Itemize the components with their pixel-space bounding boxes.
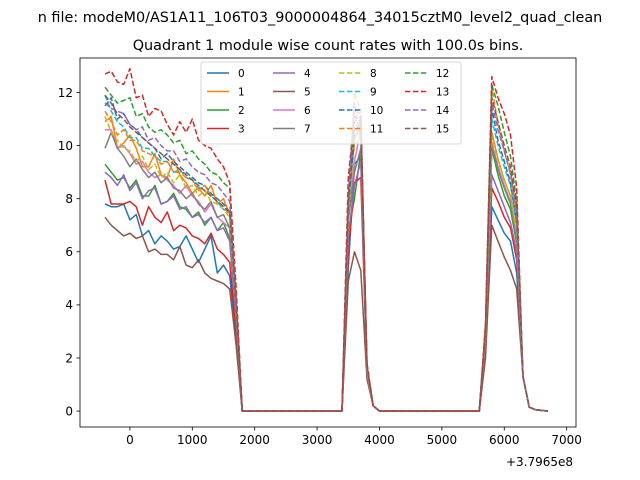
- series-line-13: [104, 67, 548, 412]
- y-tick-label: 12: [58, 86, 73, 100]
- legend-label-0: 0: [238, 68, 245, 80]
- x-tick-label: 7000: [551, 433, 582, 447]
- y-tick-label: 10: [58, 139, 73, 153]
- series-line-7: [104, 131, 548, 412]
- legend-label-4: 4: [304, 68, 311, 80]
- axes-title: Quadrant 1 module wise count rates with …: [133, 38, 524, 54]
- legend-label-8: 8: [370, 68, 377, 80]
- x-tick-label: 1000: [177, 433, 208, 447]
- legend-label-15: 15: [436, 124, 449, 136]
- legend-label-5: 5: [304, 87, 311, 99]
- legend-label-11: 11: [370, 124, 383, 136]
- series-line-3: [104, 176, 548, 412]
- legend-label-12: 12: [436, 68, 449, 80]
- x-tick-label: 3000: [302, 433, 333, 447]
- y-tick-label: 0: [65, 404, 73, 418]
- y-tick-label: 8: [65, 192, 73, 206]
- series-line-4: [104, 160, 548, 412]
- legend-label-6: 6: [304, 105, 311, 117]
- legend-label-7: 7: [304, 124, 311, 136]
- series-line-11: [104, 86, 548, 412]
- x-tick-label: 2000: [239, 433, 270, 447]
- legend-label-2: 2: [238, 105, 245, 117]
- series-line-5: [104, 216, 548, 412]
- series-line-8: [104, 116, 548, 412]
- x-offset-label: +3.7965e8: [506, 455, 573, 469]
- legend-label-9: 9: [370, 87, 377, 99]
- legend-label-10: 10: [370, 105, 383, 117]
- y-tick-label: 2: [65, 351, 73, 365]
- axes-frame: [79, 57, 577, 428]
- y-tick-label: 6: [65, 245, 73, 259]
- y-tick-label: 4: [65, 298, 73, 312]
- legend-label-3: 3: [238, 124, 245, 136]
- x-tick-label: 0: [126, 433, 134, 447]
- x-tick-label: 4000: [364, 433, 395, 447]
- plot-area: 0 1000 2000 3000 4000 5000 6000 700002468101201…: [58, 57, 582, 447]
- figure-suptitle: n file: modeM0/AS1A11_106T03_9000004864_…: [38, 10, 603, 26]
- legend-label-14: 14: [436, 105, 450, 117]
- x-tick-label: 6000: [489, 433, 520, 447]
- series-lines: [104, 67, 548, 412]
- series-line-2: [104, 147, 548, 412]
- x-tick-label: 5000: [427, 433, 458, 447]
- legend-box: [200, 61, 462, 145]
- series-line-14: [104, 102, 548, 412]
- legend-label-1: 1: [238, 87, 245, 99]
- legend-label-13: 13: [436, 87, 449, 99]
- series-line-0: [104, 155, 548, 412]
- series-line-15: [104, 94, 548, 412]
